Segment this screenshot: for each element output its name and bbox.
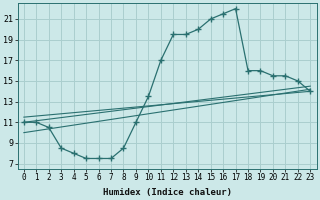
X-axis label: Humidex (Indice chaleur): Humidex (Indice chaleur) [103, 188, 232, 197]
